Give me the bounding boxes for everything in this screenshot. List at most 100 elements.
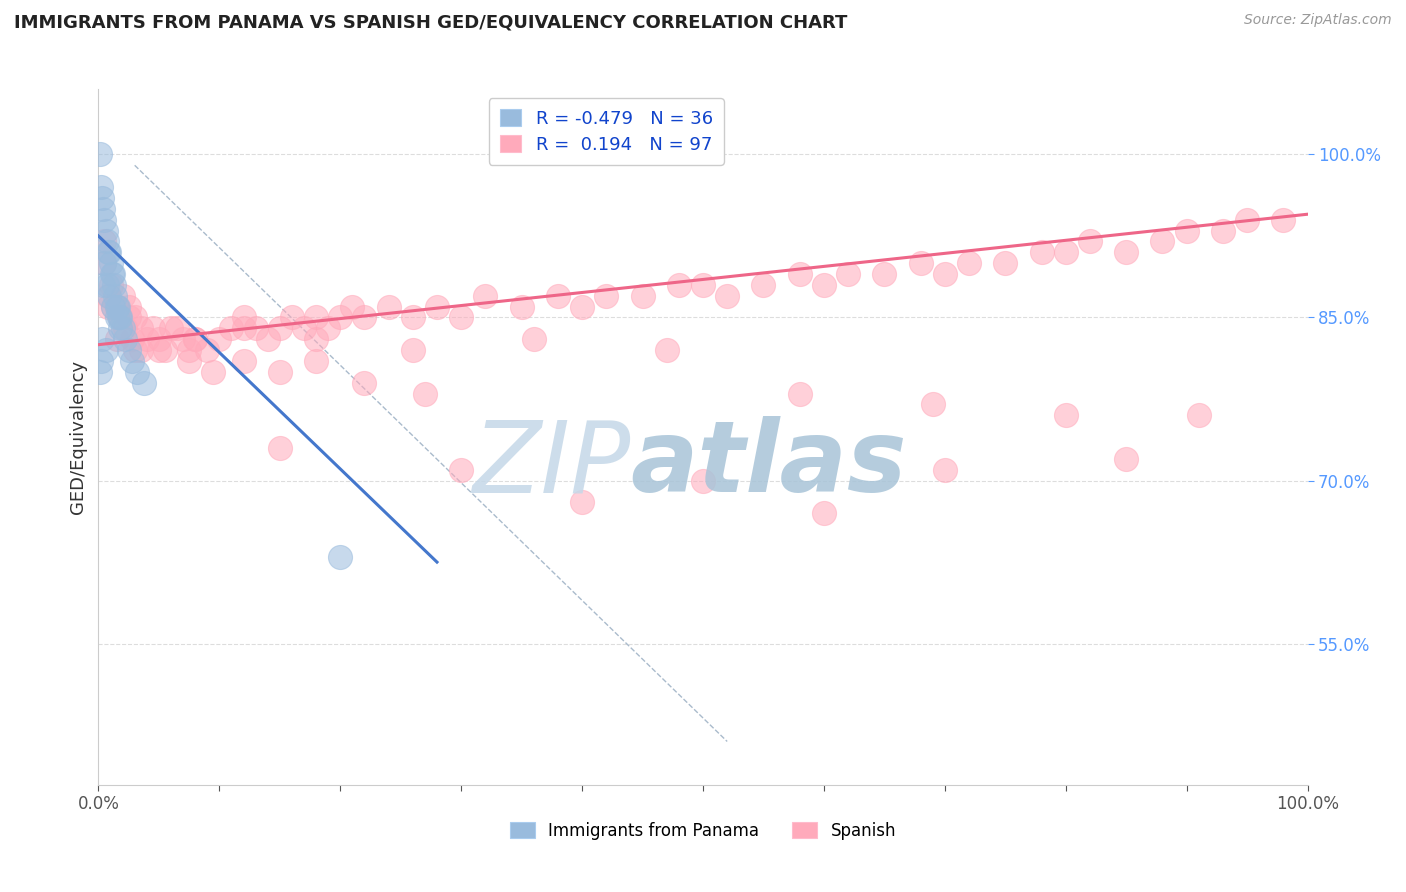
Point <box>160 321 183 335</box>
Point <box>100 256 122 270</box>
Point <box>316 321 339 335</box>
Point <box>245 321 267 335</box>
Point <box>510 300 533 314</box>
Point <box>957 256 980 270</box>
Text: Source: ZipAtlas.com: Source: ZipAtlas.com <box>1244 13 1392 28</box>
Point <box>97 289 120 303</box>
Point <box>121 332 143 346</box>
Point <box>474 289 496 303</box>
Point <box>179 343 201 358</box>
Point <box>98 289 121 303</box>
Point <box>426 300 449 314</box>
Point <box>342 300 364 314</box>
Legend: Immigrants from Panama, Spanish: Immigrants from Panama, Spanish <box>503 815 903 847</box>
Point <box>523 332 546 346</box>
Point <box>202 365 225 379</box>
Point <box>97 300 120 314</box>
Point <box>153 343 176 358</box>
Point <box>232 321 254 335</box>
Point <box>232 310 254 325</box>
Point <box>89 365 111 379</box>
Point <box>129 343 152 358</box>
Point <box>281 310 304 325</box>
Point <box>124 310 146 325</box>
Point <box>655 343 678 358</box>
Point <box>256 332 278 346</box>
Point <box>105 300 128 314</box>
Point <box>269 365 291 379</box>
Point <box>813 277 835 292</box>
Point <box>98 245 121 260</box>
Point <box>148 332 170 346</box>
Point <box>305 332 328 346</box>
Point <box>305 354 328 368</box>
Point <box>1054 245 1077 260</box>
Point <box>111 289 134 303</box>
Point <box>595 289 617 303</box>
Point <box>91 277 114 292</box>
Point <box>100 277 122 292</box>
Point <box>571 300 593 314</box>
Text: IMMIGRANTS FROM PANAMA VS SPANISH GED/EQUIVALENCY CORRELATION CHART: IMMIGRANTS FROM PANAMA VS SPANISH GED/EQ… <box>14 13 848 31</box>
Point <box>1236 212 1258 227</box>
Point <box>184 332 207 346</box>
Point <box>89 147 111 161</box>
Point <box>994 256 1017 270</box>
Point <box>121 354 143 368</box>
Point <box>1152 235 1174 249</box>
Point <box>269 441 291 455</box>
Point <box>105 300 128 314</box>
Point <box>208 332 231 346</box>
Point <box>1188 409 1211 423</box>
Point <box>413 386 436 401</box>
Point <box>547 289 569 303</box>
Point <box>1115 245 1137 260</box>
Point <box>93 212 115 227</box>
Point <box>114 321 136 335</box>
Point <box>1212 223 1234 237</box>
Point <box>101 267 124 281</box>
Point <box>292 321 315 335</box>
Point <box>329 549 352 564</box>
Point <box>402 310 425 325</box>
Point <box>97 245 120 260</box>
Point <box>692 277 714 292</box>
Point <box>104 289 127 303</box>
Point <box>105 310 128 325</box>
Point <box>135 332 157 346</box>
Point <box>103 277 125 292</box>
Point <box>716 289 738 303</box>
Point <box>329 310 352 325</box>
Point <box>90 180 112 194</box>
Point <box>692 474 714 488</box>
Point <box>179 354 201 368</box>
Point <box>232 354 254 368</box>
Point <box>91 332 114 346</box>
Point <box>108 310 131 325</box>
Point <box>450 463 472 477</box>
Point <box>752 277 775 292</box>
Point <box>195 343 218 358</box>
Text: ZIP: ZIP <box>472 417 630 514</box>
Point <box>921 397 943 411</box>
Point <box>172 332 194 346</box>
Point <box>631 289 654 303</box>
Point <box>134 376 156 390</box>
Point <box>94 223 117 237</box>
Point <box>90 354 112 368</box>
Point <box>96 277 118 292</box>
Point <box>127 365 149 379</box>
Point <box>305 310 328 325</box>
Text: atlas: atlas <box>630 417 907 514</box>
Point <box>166 321 188 335</box>
Point <box>184 332 207 346</box>
Point <box>114 332 136 346</box>
Point <box>108 321 131 335</box>
Point <box>118 343 141 358</box>
Point <box>910 256 932 270</box>
Point <box>269 321 291 335</box>
Point <box>111 321 134 335</box>
Point <box>668 277 690 292</box>
Point <box>813 506 835 520</box>
Point <box>221 321 243 335</box>
